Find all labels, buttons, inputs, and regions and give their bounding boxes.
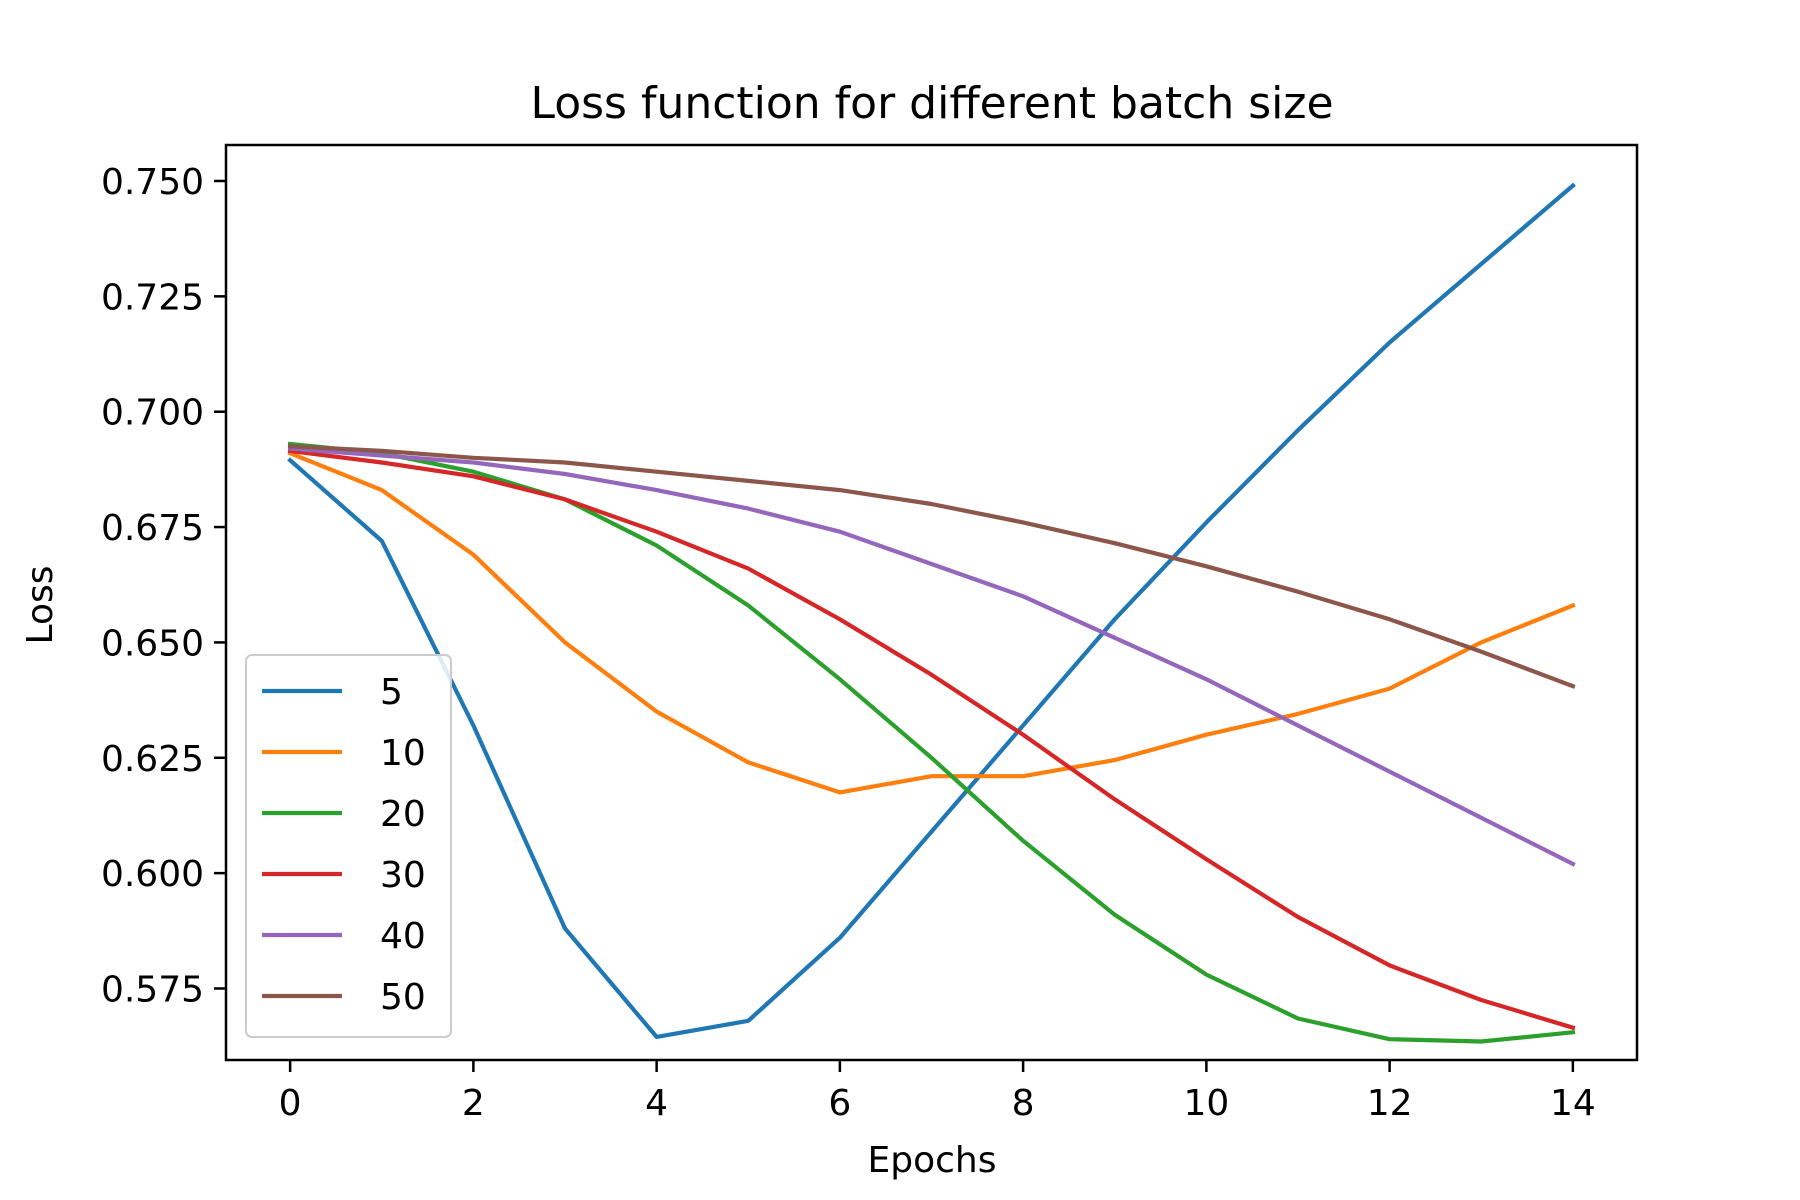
series-line-30 <box>287 448 1576 1031</box>
y-tick-label: 0.600 <box>101 854 204 895</box>
legend: 5 10 20 30 40 50 <box>245 654 452 1038</box>
legend-label-50: 50 <box>380 977 426 1018</box>
y-tick-label: 0.750 <box>101 162 204 203</box>
legend-label-40: 40 <box>380 916 426 957</box>
y-tick-label: 0.575 <box>101 969 204 1010</box>
legend-label-20: 20 <box>380 794 426 835</box>
y-tick-label: 0.650 <box>101 623 204 664</box>
y-tick-label: 0.625 <box>101 739 204 780</box>
series-line-10 <box>287 450 1576 795</box>
ticks-layer: 0 2 4 6 8 10 12 14 0.575 0.600 0.625 0.650 0.675 0.70… <box>101 162 1596 1124</box>
x-tick-label: 0 <box>279 1083 302 1124</box>
x-tick-label: 12 <box>1367 1083 1413 1124</box>
x-tick-label: 2 <box>462 1083 485 1124</box>
x-tick-label: 10 <box>1183 1083 1229 1124</box>
y-axis-label: Loss <box>20 566 61 645</box>
plot-frame <box>224 143 1639 1062</box>
series-layer <box>287 182 1576 1044</box>
x-tick-label: 6 <box>828 1083 851 1124</box>
x-tick-label: 8 <box>1012 1083 1035 1124</box>
x-tick-label: 14 <box>1550 1083 1596 1124</box>
y-tick-label: 0.700 <box>101 393 204 434</box>
legend-label-5: 5 <box>380 672 403 713</box>
chart-title: Loss function for different batch size <box>530 78 1333 129</box>
series-line-20 <box>287 441 1576 1044</box>
x-axis-label: Epochs <box>868 1140 997 1181</box>
legend-label-10: 10 <box>380 733 426 774</box>
series-line-5 <box>287 182 1576 1040</box>
x-tick-label: 4 <box>645 1083 668 1124</box>
series-line-50 <box>287 444 1576 689</box>
y-tick-label: 0.675 <box>101 508 204 549</box>
legend-label-30: 30 <box>380 855 426 896</box>
y-tick-label: 0.725 <box>101 277 204 318</box>
series-line-40 <box>287 446 1576 867</box>
